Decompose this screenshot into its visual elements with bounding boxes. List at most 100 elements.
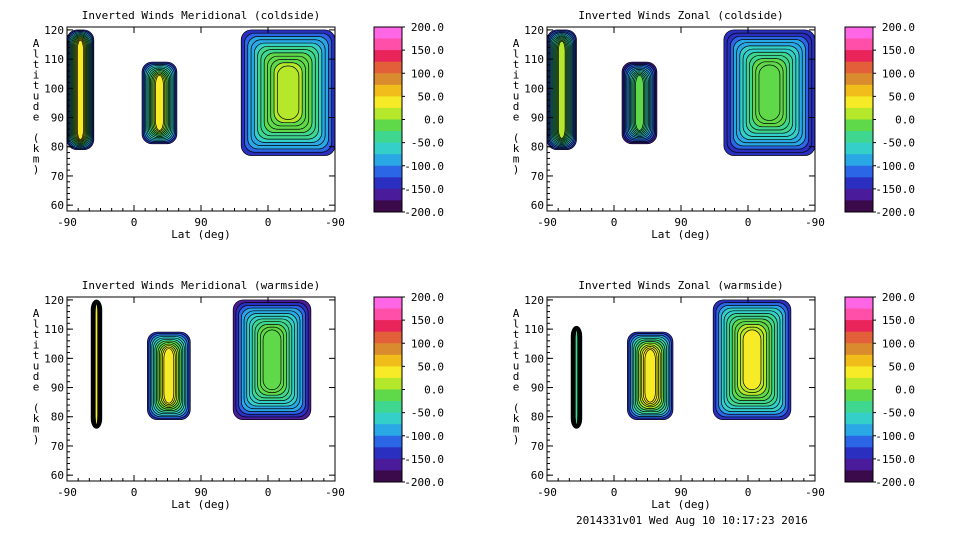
y-axis-label-char: m (513, 423, 520, 436)
x-tick-label: 0 (745, 486, 752, 499)
contour-band (742, 329, 762, 391)
y-tick-label: 120 (524, 24, 544, 37)
y-tick-label: 120 (44, 24, 64, 37)
colorbar-swatch (374, 308, 402, 321)
colorbar-swatch (845, 320, 873, 333)
contour-band (94, 303, 99, 425)
contour-band (557, 40, 566, 139)
colorbar-swatch (845, 424, 873, 437)
colorbar-label: 50.0 (418, 360, 445, 373)
x-tick-label: 90 (194, 486, 207, 499)
y-axis-label-char: ) (513, 163, 520, 176)
colorbar-swatch (374, 73, 402, 86)
y-tick-label: 100 (44, 82, 64, 95)
colorbar-label: -100.0 (404, 160, 444, 173)
colorbar-swatch (374, 154, 402, 167)
y-axis-label-char: ) (513, 433, 520, 446)
x-tick-label: 0 (745, 216, 752, 229)
y-axis-label-char: e (33, 111, 40, 124)
contour-band (635, 75, 644, 131)
colorbar-label: -50.0 (411, 407, 444, 420)
y-axis-label-char: e (513, 111, 520, 124)
colorbar-swatch (374, 470, 402, 483)
y-tick-label: 110 (524, 323, 544, 336)
y-tick-label: 60 (531, 469, 544, 482)
colorbar-swatch (374, 142, 402, 155)
colorbar-label: 0.0 (895, 384, 915, 397)
contour-field (570, 299, 792, 429)
colorbar-label: 200.0 (882, 21, 915, 34)
colorbar-label: 150.0 (882, 44, 915, 57)
colorbar-label: 150.0 (882, 314, 915, 327)
plot-title: Inverted Winds Meridional (coldside) (82, 9, 320, 22)
colorbar-label: -150.0 (404, 453, 444, 466)
contour-field (67, 29, 335, 156)
y-tick-label: 80 (51, 411, 64, 424)
y-axis-label-char: u (33, 360, 40, 373)
colorbar-swatch (845, 142, 873, 155)
colorbar-label: -200.0 (875, 476, 915, 489)
colorbar-label: -200.0 (404, 476, 444, 489)
y-axis-label-char: t (513, 79, 520, 92)
colorbar-swatch (374, 297, 402, 310)
colorbar: 200.0 150.0 100.0 50.0 0.0 -50.0 -100.0 -150.0 -… (373, 291, 445, 489)
colorbar-swatch (845, 165, 873, 178)
colorbar-swatch (845, 73, 873, 86)
y-axis-label-char: t (33, 79, 40, 92)
y-tick-label: 80 (531, 411, 544, 424)
colorbar-swatch (374, 119, 402, 132)
colorbar-swatch (845, 470, 873, 483)
colorbar-swatch (374, 366, 402, 379)
x-tick-label: 0 (131, 216, 138, 229)
colorbar-swatch (374, 401, 402, 414)
y-tick-label: 110 (44, 53, 64, 66)
colorbar-swatch (374, 424, 402, 437)
y-axis-label-char: A (33, 307, 40, 320)
y-axis-label-char: e (513, 381, 520, 394)
x-tick-label: 0 (611, 216, 618, 229)
y-axis-label-char: m (33, 423, 40, 436)
y-axis-label-char: l (513, 318, 520, 331)
colorbar-swatch (845, 131, 873, 144)
colorbar-swatch (845, 119, 873, 132)
contour-band (574, 329, 579, 425)
colorbar-swatch (845, 308, 873, 321)
y-axis-label-char: l (33, 318, 40, 331)
y-axis-label-char: t (513, 349, 520, 362)
colorbar-label: -100.0 (875, 430, 915, 443)
colorbar-swatch (374, 447, 402, 460)
colorbar-swatch (845, 389, 873, 402)
y-axis-label-char: k (513, 142, 520, 155)
colorbar-swatch (845, 177, 873, 190)
colorbar-swatch (845, 366, 873, 379)
y-axis-label-char: ) (33, 163, 40, 176)
colorbar-swatch (374, 38, 402, 51)
colorbar: 200.0 150.0 100.0 50.0 0.0 -50.0 -100.0 -150.0 -… (844, 21, 915, 219)
y-axis-label-char: l (513, 48, 520, 61)
y-tick-label: 120 (44, 294, 64, 307)
colorbar-swatch (374, 61, 402, 74)
colorbar-label: 0.0 (424, 384, 444, 397)
y-axis-label-char: u (513, 90, 520, 103)
x-tick-label: 90 (194, 216, 207, 229)
y-axis-label-char: d (513, 100, 520, 113)
y-tick-label: 70 (51, 440, 64, 453)
contour-field (90, 299, 312, 429)
colorbar-label: 200.0 (411, 291, 444, 304)
y-axis-label-char: i (33, 339, 40, 352)
x-axis-label: Lat (deg) (171, 228, 231, 241)
colorbar-label: -50.0 (882, 407, 915, 420)
y-tick-label: 60 (51, 199, 64, 212)
x-axis-label: Lat (deg) (171, 498, 231, 511)
y-axis-label-char: m (33, 153, 40, 166)
colorbar-label: 100.0 (882, 337, 915, 350)
x-tick-label: 0 (131, 486, 138, 499)
contour-band (644, 349, 656, 403)
y-axis-label-char: u (513, 360, 520, 373)
colorbar-label: 100.0 (411, 337, 444, 350)
colorbar-swatch (845, 188, 873, 201)
colorbar-label: 100.0 (411, 67, 444, 80)
x-tick-label: 0 (611, 486, 618, 499)
x-tick-label: 0 (265, 486, 272, 499)
